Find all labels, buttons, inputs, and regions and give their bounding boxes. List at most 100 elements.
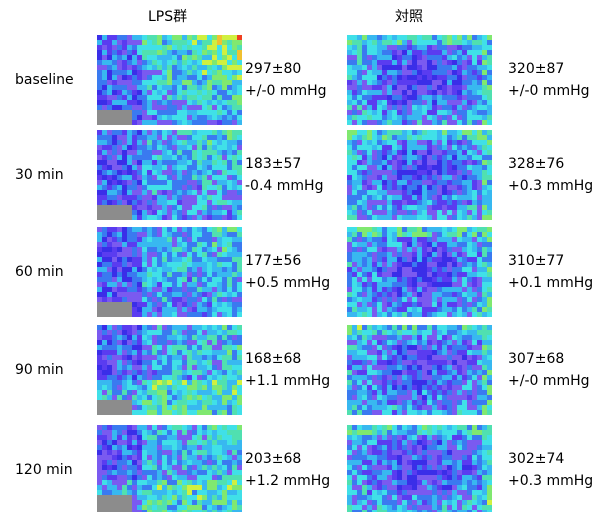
map-pixel (137, 395, 142, 400)
map-pixel (202, 210, 207, 215)
map-pixel (102, 460, 107, 465)
map-pixel (177, 345, 182, 350)
map-pixel (132, 160, 137, 165)
map-pixel (422, 390, 427, 395)
map-pixel (412, 175, 417, 180)
map-pixel (207, 195, 212, 200)
map-pixel (452, 130, 457, 135)
map-pixel (352, 65, 357, 70)
map-pixel (397, 210, 402, 215)
map-pixel (432, 180, 437, 185)
map-pixel (217, 370, 222, 375)
map-pixel (467, 130, 472, 135)
map-pixel (447, 110, 452, 115)
map-pixel (197, 200, 202, 205)
map-pixel (472, 400, 477, 405)
map-pixel (167, 277, 172, 282)
map-pixel (147, 455, 152, 460)
map-pixel (432, 237, 437, 242)
map-pixel (197, 307, 202, 312)
map-pixel (392, 335, 397, 340)
map-pixel (477, 242, 482, 247)
map-pixel (142, 425, 147, 430)
map-pixel (417, 55, 422, 60)
map-pixel (362, 425, 367, 430)
map-pixel (202, 205, 207, 210)
map-pixel (487, 277, 492, 282)
map-pixel (237, 232, 242, 237)
map-pixel (147, 185, 152, 190)
map-pixel (447, 40, 452, 45)
map-pixel (417, 350, 422, 355)
map-pixel (192, 50, 197, 55)
map-pixel (412, 150, 417, 155)
map-pixel (197, 50, 202, 55)
map-pixel (362, 95, 367, 100)
map-pixel (147, 115, 152, 120)
map-pixel (207, 70, 212, 75)
map-pixel (107, 50, 112, 55)
map-pixel (487, 100, 492, 105)
map-pixel (357, 95, 362, 100)
map-pixel (487, 375, 492, 380)
map-pixel (452, 65, 457, 70)
map-pixel (97, 170, 102, 175)
map-pixel (407, 330, 412, 335)
map-pixel (412, 145, 417, 150)
map-pixel (217, 340, 222, 345)
map-pixel (112, 505, 117, 510)
map-pixel (422, 277, 427, 282)
map-pixel (477, 232, 482, 237)
map-pixel (352, 100, 357, 105)
map-pixel (172, 345, 177, 350)
map-pixel (102, 425, 107, 430)
map-pixel (232, 410, 237, 415)
map-pixel (127, 505, 132, 510)
map-pixel (137, 80, 142, 85)
map-pixel (127, 262, 132, 267)
map-pixel (232, 95, 237, 100)
map-pixel (347, 450, 352, 455)
map-pixel (382, 345, 387, 350)
map-pixel (412, 440, 417, 445)
map-pixel (482, 45, 487, 50)
map-pixel (197, 45, 202, 50)
map-pixel (232, 385, 237, 390)
map-pixel (362, 440, 367, 445)
map-pixel (202, 257, 207, 262)
map-pixel (217, 500, 222, 505)
map-pixel (367, 335, 372, 340)
map-pixel (367, 370, 372, 375)
map-pixel (347, 445, 352, 450)
map-pixel (142, 370, 147, 375)
map-pixel (122, 110, 127, 115)
map-pixel (422, 400, 427, 405)
map-pixel (182, 355, 187, 360)
map-pixel (437, 237, 442, 242)
map-pixel (387, 360, 392, 365)
map-pixel (347, 395, 352, 400)
map-pixel (417, 40, 422, 45)
map-pixel (152, 257, 157, 262)
map-pixel (202, 325, 207, 330)
map-pixel (487, 252, 492, 257)
map-pixel (147, 282, 152, 287)
map-pixel (102, 35, 107, 40)
map-pixel (122, 435, 127, 440)
map-pixel (142, 45, 147, 50)
map-pixel (147, 145, 152, 150)
map-pixel (102, 465, 107, 470)
map-pixel (152, 180, 157, 185)
map-pixel (437, 247, 442, 252)
map-pixel (172, 490, 177, 495)
map-pixel (97, 500, 102, 505)
map-pixel (207, 190, 212, 195)
map-pixel (162, 105, 167, 110)
map-pixel (212, 490, 217, 495)
map-pixel (182, 50, 187, 55)
map-pixel (237, 450, 242, 455)
map-pixel (382, 190, 387, 195)
map-pixel (177, 60, 182, 65)
map-pixel (377, 165, 382, 170)
map-pixel (142, 35, 147, 40)
